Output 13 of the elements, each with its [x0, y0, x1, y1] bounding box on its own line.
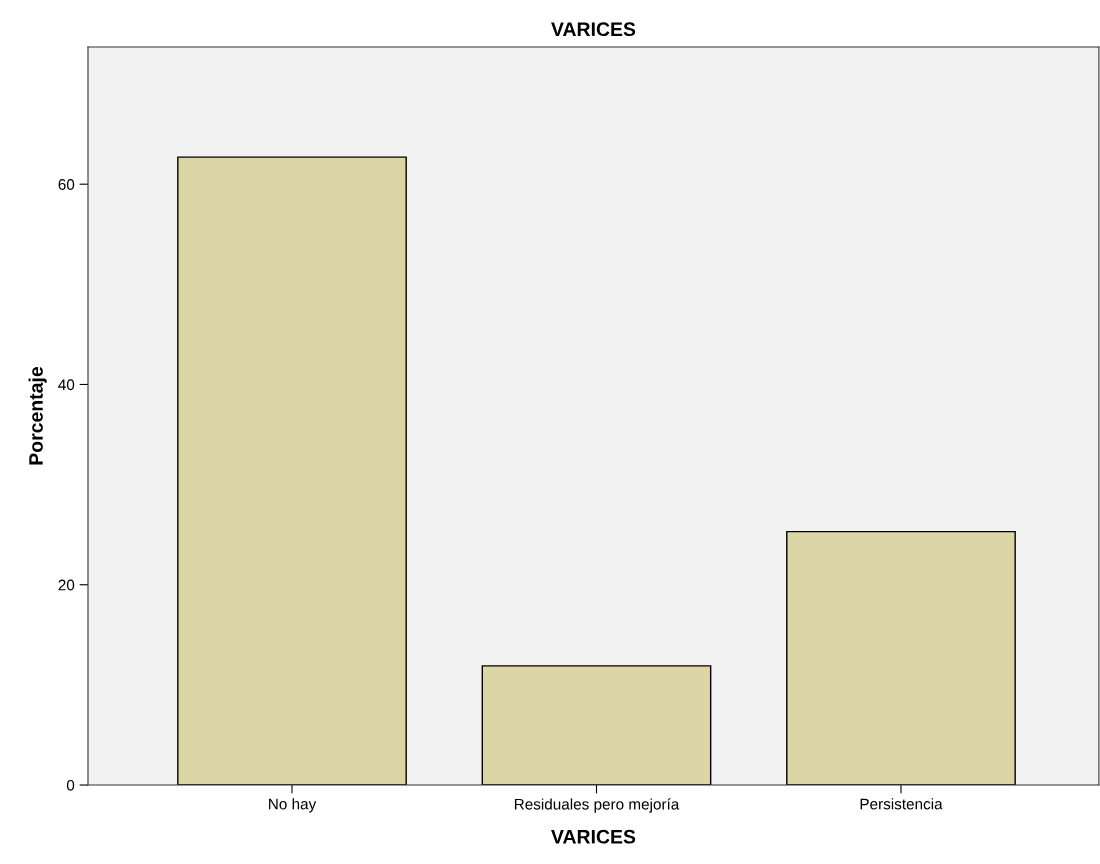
chart-title: VARICES	[551, 22, 636, 37]
y-tick-label: 0	[66, 779, 75, 791]
bar	[481, 665, 712, 786]
x-tick-label: Residuales pero mejoría	[514, 798, 680, 813]
y-axis-title: Porcentaje	[28, 366, 47, 465]
y-tick-label: 60	[58, 179, 75, 190]
y-tick-label: 40	[58, 379, 75, 391]
x-tick-label: No hay	[269, 798, 317, 813]
bar	[177, 156, 407, 786]
x-tick-label: Persistencia	[860, 798, 943, 810]
y-tick-label: 20	[58, 579, 75, 591]
x-axis-title: VARICES	[551, 829, 636, 844]
bar	[786, 530, 1016, 786]
